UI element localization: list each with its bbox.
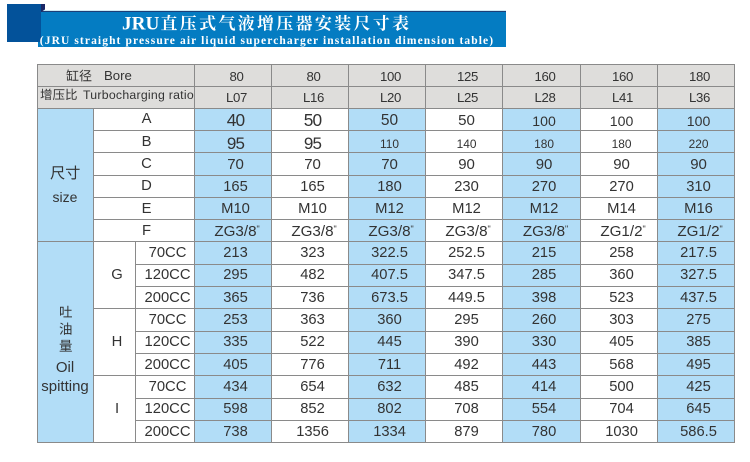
svg-text:JRU: JRU <box>122 13 159 34</box>
